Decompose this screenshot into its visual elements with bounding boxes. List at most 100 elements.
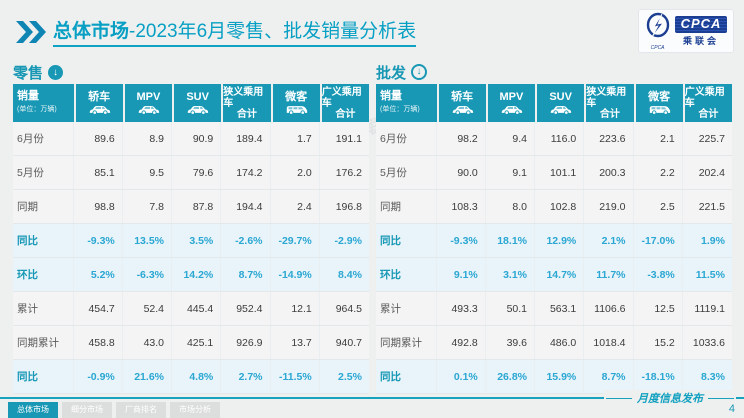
header-col-label: 轿车 <box>88 91 111 103</box>
table-cell: 964.5 <box>335 302 362 315</box>
row-label: 同期 <box>376 190 437 223</box>
car-icon <box>138 105 159 115</box>
table-row: 环比 9.1% 3.1% 14.7% 11.7% -3.8% 11.5% <box>376 258 732 292</box>
table-cell: 225.7 <box>698 132 725 145</box>
table-cell: 8.7% <box>586 360 634 393</box>
table-cell: -6.3% <box>125 258 172 291</box>
header-col-label: 狭义乘用车 <box>223 86 264 109</box>
table-row: 累计 493.3 50.1 563.1 1106.6 12.5 1119.1 <box>376 292 732 326</box>
table-cell: 9.1% <box>439 258 486 291</box>
table-cell: 9.1 <box>488 156 535 189</box>
table-cell: 2.1 <box>636 122 683 155</box>
table-cell: 52.4 <box>125 292 172 325</box>
table-cell: 12.9% <box>537 224 585 257</box>
table-cell: 1018.4 <box>586 326 634 359</box>
table-cell: 1.9% <box>701 234 725 247</box>
table-cell: -0.9% <box>76 360 123 393</box>
table-cell: 90.9 <box>174 122 222 155</box>
table-cell: 9.4 <box>488 122 535 155</box>
table-cell: 454.7 <box>76 292 123 325</box>
table-cell: 2.4 <box>273 190 320 223</box>
car-icon <box>452 105 473 115</box>
table-cell: -2.9% <box>334 234 362 247</box>
table-cell: 493.3 <box>439 292 486 325</box>
table-cell: 2.1% <box>586 224 634 257</box>
footer-divider <box>0 397 744 399</box>
bottom-tab-3[interactable]: 市场分析 <box>170 402 220 418</box>
table-cell: 196.8 <box>335 200 362 213</box>
table-row: 同比 -0.9% 21.6% 4.8% 2.7% -11.5% 2.5% <box>13 360 369 394</box>
table-cell: 11.5% <box>695 268 725 281</box>
table-cell: 2.0 <box>273 156 320 189</box>
row-label: 环比 <box>376 258 437 291</box>
header-cell-sales: 销量 (单位：万辆) <box>376 84 437 122</box>
table-cell: 219.0 <box>586 190 634 223</box>
section-title: 批发 <box>376 64 407 82</box>
table-cell: 11.7% <box>586 258 634 291</box>
section-header: 零售 ↓ <box>13 60 369 84</box>
title-rest: -2023年6月零售、批发销量分析表 <box>129 21 417 42</box>
table-cell: 221.5 <box>698 200 725 213</box>
header-cell: 狭义乘用车 合计 <box>223 84 271 122</box>
table-cell: 458.8 <box>76 326 123 359</box>
row-label: 同期累计 <box>13 326 74 359</box>
bottom-tab-2[interactable]: 厂商排名 <box>116 402 166 418</box>
table-cell: 89.6 <box>76 122 123 155</box>
table-cell: 15.9% <box>537 360 585 393</box>
table-row: 同期 108.3 8.0 102.8 219.0 2.5 221.5 <box>376 190 732 224</box>
row-label: 5月份 <box>376 156 437 189</box>
cpca-wordmark: CPCA <box>674 15 728 33</box>
table-cell: 18.1% <box>488 224 535 257</box>
table-cell: 8.4% <box>338 268 362 281</box>
table-cell: 191.1 <box>335 132 362 145</box>
table-cell: 174.2 <box>223 156 271 189</box>
header-unit-label: (单位：万辆) <box>17 106 57 113</box>
table-cell: 13.5% <box>125 224 172 257</box>
header-cell: 微客 <box>635 84 683 122</box>
table-cell: 85.1 <box>76 156 123 189</box>
header-col-label: SUV <box>186 91 209 103</box>
table-cell: 926.9 <box>223 326 271 359</box>
cpca-chinese-name: 乘联会 <box>682 35 719 46</box>
header-col-label2: 合计 <box>599 108 620 120</box>
table-cell: 108.3 <box>439 190 486 223</box>
header-cell: 微客 <box>272 84 320 122</box>
table-cell: 79.6 <box>174 156 222 189</box>
table-cell: 26.8% <box>488 360 535 393</box>
table-cell: 492.8 <box>439 326 486 359</box>
header-col-label: 广义乘用车 <box>321 86 362 109</box>
header-cell: 广义乘用车 合计 <box>684 84 732 122</box>
bottom-tab-bar: 总体市场 细分市场 厂商排名 市场分析 <box>8 402 220 418</box>
table-cell: 8.9 <box>125 122 172 155</box>
table-cell: 200.3 <box>586 156 634 189</box>
header-col-label: 狭义乘用车 <box>586 86 627 109</box>
header-col-label2: 合计 <box>698 108 719 120</box>
header-cell: 广义乘用车 合计 <box>321 84 369 122</box>
table-cell: 952.4 <box>223 292 271 325</box>
table-row: 5月份 85.1 9.5 79.6 174.2 2.0 176.2 <box>13 156 369 190</box>
table-row: 同期累计 458.8 43.0 425.1 926.9 13.7 940.7 <box>13 326 369 360</box>
table-cell: 50.1 <box>488 292 535 325</box>
row-label: 同期 <box>13 190 74 223</box>
header-col-label2: 合计 <box>236 108 257 120</box>
table-cell: 223.6 <box>586 122 634 155</box>
table-cell: -14.9% <box>273 258 320 291</box>
emblem-caption: CPCA <box>650 44 665 51</box>
bottom-tab-1[interactable]: 细分市场 <box>62 402 112 418</box>
table-cell: -3.8% <box>636 258 683 291</box>
row-label: 6月份 <box>13 122 74 155</box>
row-label: 同比 <box>376 224 437 257</box>
header-col-label: SUV <box>549 91 572 103</box>
header-col-label: 轿车 <box>451 91 474 103</box>
car-icon <box>187 105 209 115</box>
table-cell: 8.7% <box>223 258 271 291</box>
bottom-tab-0[interactable]: 总体市场 <box>8 402 58 418</box>
table-cell: -9.3% <box>439 224 486 257</box>
table-cell: 2.5 <box>636 190 683 223</box>
row-label: 环比 <box>13 258 74 291</box>
car-icon <box>501 105 522 115</box>
cpca-emblem-icon: CPCA <box>645 12 671 51</box>
table-cell: 202.4 <box>698 166 725 179</box>
title-prefix: 总体市场 <box>53 21 130 42</box>
